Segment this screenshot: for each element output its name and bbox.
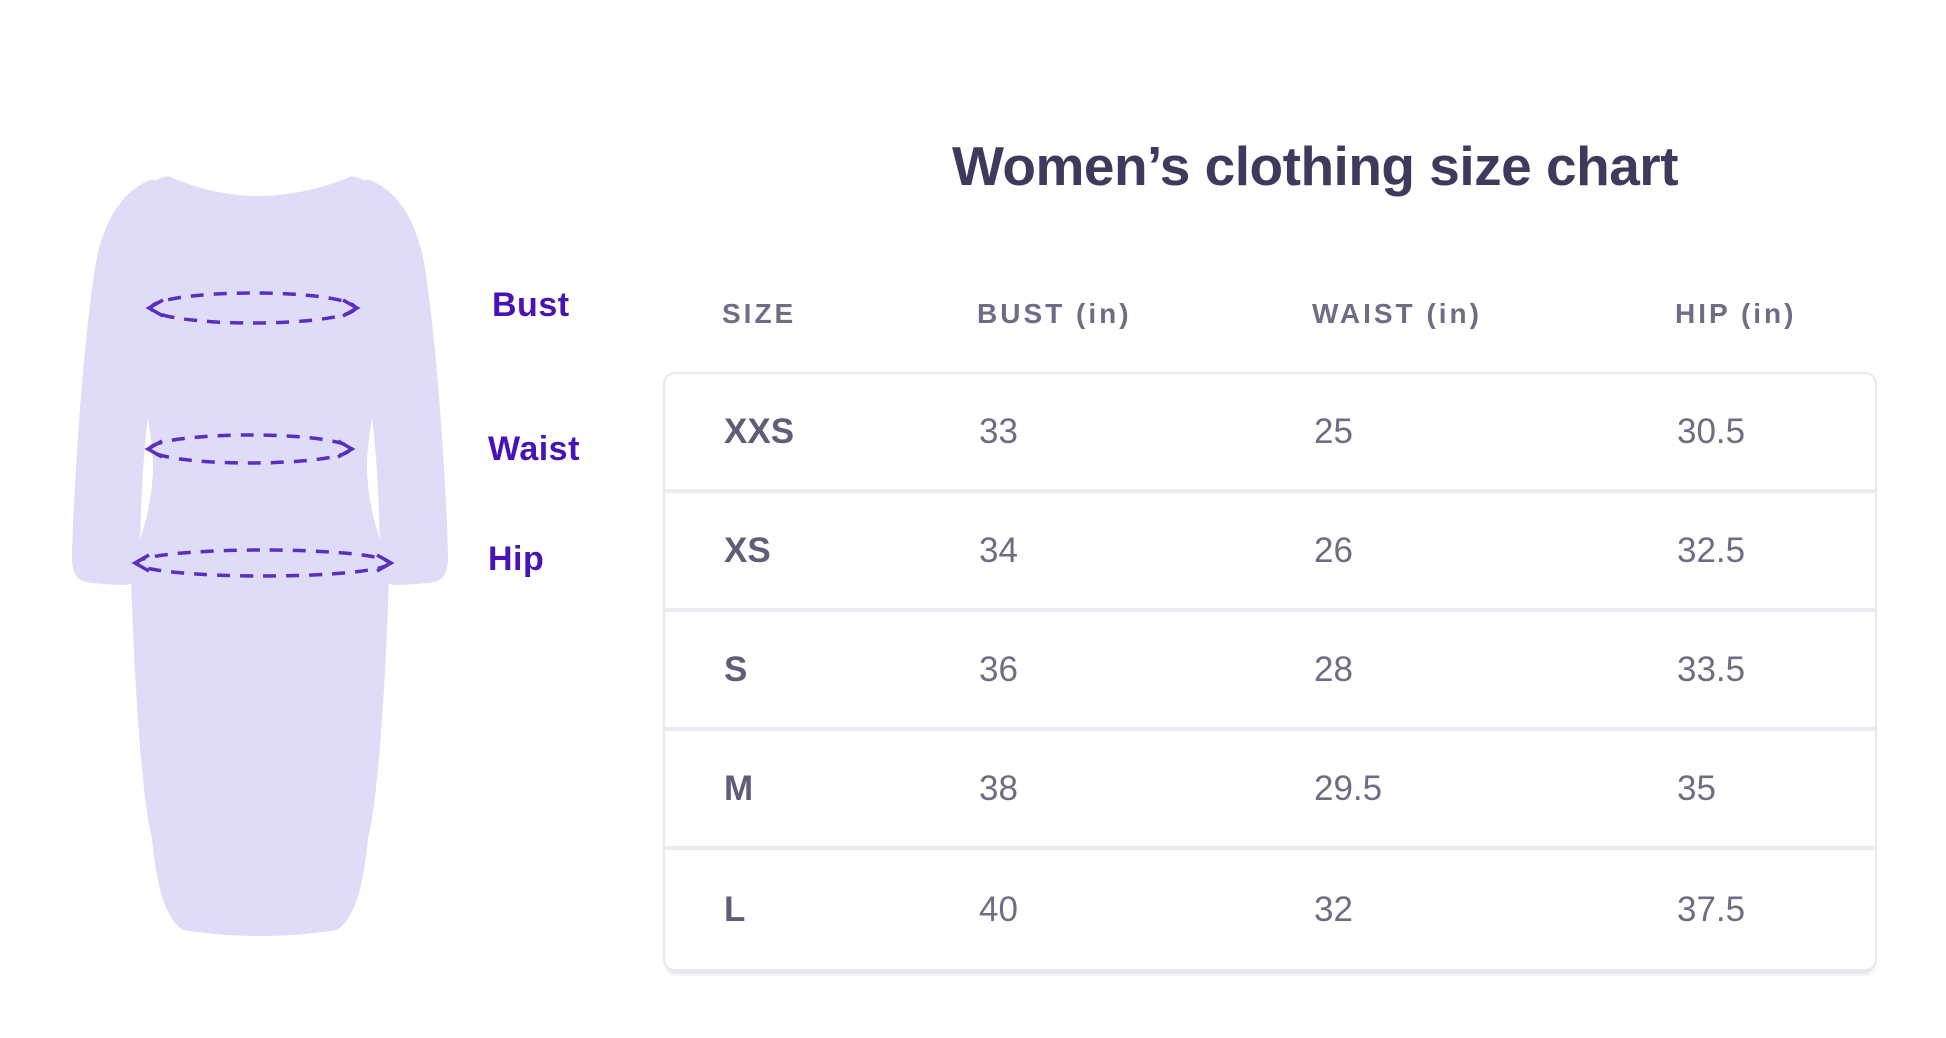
waist-cell: 29.5	[1314, 768, 1383, 808]
arrow-right-icon	[376, 553, 395, 573]
hip-measure-line	[131, 548, 395, 578]
hip-cell: 37.5	[1677, 889, 1746, 929]
bust-cell: 40	[979, 889, 1018, 929]
dress-illustration	[71, 176, 449, 936]
page-title: Women’s clothing size chart	[951, 135, 1679, 197]
column-header-bust: BUST (in)	[977, 298, 1132, 329]
bust-label: Bust	[492, 286, 570, 324]
waist-label: Waist	[488, 430, 580, 468]
waist-cell: 32	[1314, 889, 1353, 929]
table-row: XS 34 26 32.5	[665, 493, 1875, 612]
hip-cell: 30.5	[1677, 411, 1746, 451]
size-cell: M	[724, 768, 754, 808]
table-header-row: SIZE BUST (in) WAIST (in) HIP (in)	[663, 292, 1877, 336]
bust-cell: 38	[979, 768, 1018, 808]
size-cell: L	[724, 889, 746, 929]
hip-label: Hip	[488, 540, 545, 578]
table-row: XXS 33 25 30.5	[665, 374, 1875, 493]
arrow-right-icon	[337, 439, 356, 459]
bust-measure-line	[145, 291, 361, 325]
waist-cell: 26	[1314, 530, 1353, 570]
arrow-right-icon	[342, 298, 361, 318]
dress-silhouette	[71, 176, 449, 936]
waist-measure-line	[144, 433, 356, 465]
waist-cell: 28	[1314, 649, 1353, 689]
size-cell: S	[724, 649, 748, 689]
hip-cell: 33.5	[1677, 649, 1746, 689]
hip-cell: 35	[1677, 768, 1716, 808]
table-body-card: XXS 33 25 30.5 XS 34 26 32.5 S 36 28 33.…	[663, 372, 1877, 971]
column-header-waist: WAIST (in)	[1312, 298, 1482, 329]
size-cell: XS	[724, 530, 771, 570]
column-header-hip: HIP (in)	[1675, 298, 1797, 329]
column-header-size: SIZE	[722, 298, 797, 329]
size-table: SIZE BUST (in) WAIST (in) HIP (in) XXS 3…	[663, 292, 1877, 971]
bust-cell: 34	[979, 530, 1018, 570]
arrow-left-icon	[144, 439, 163, 459]
arrow-left-icon	[131, 553, 150, 573]
bust-cell: 36	[979, 649, 1018, 689]
table-row: S 36 28 33.5	[665, 612, 1875, 731]
table-row: M 38 29.5 35	[665, 731, 1875, 850]
hip-cell: 32.5	[1677, 530, 1746, 570]
waist-cell: 25	[1314, 411, 1353, 451]
bust-cell: 33	[979, 411, 1018, 451]
size-cell: XXS	[724, 411, 795, 451]
table-row: L 40 32 37.5	[665, 850, 1875, 969]
arrow-left-icon	[145, 298, 164, 318]
